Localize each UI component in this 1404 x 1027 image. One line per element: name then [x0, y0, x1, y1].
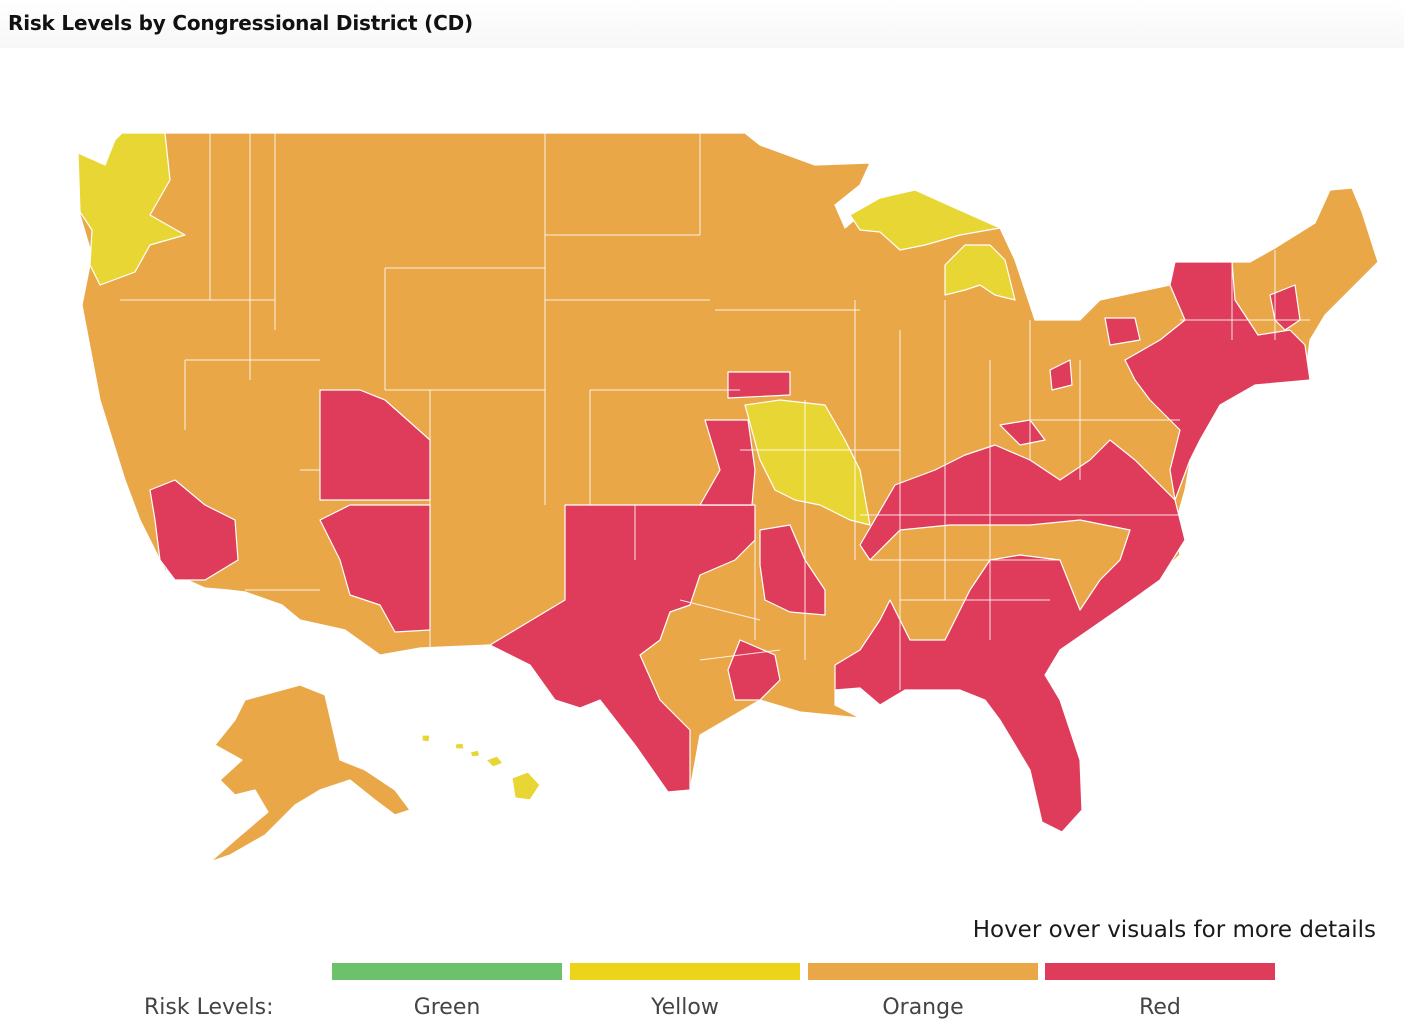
region-hawaii[interactable] — [421, 734, 541, 801]
region-red-texas-oklahoma[interactable] — [489, 504, 756, 793]
region-yellow-upper-michigan[interactable] — [849, 189, 1001, 251]
header-bar: Risk Levels by Congressional District (C… — [0, 0, 1404, 48]
legend-item-green[interactable]: Green — [332, 963, 562, 1023]
region-red-new-york-west[interactable] — [1104, 317, 1141, 346]
region-red-arkansas[interactable] — [759, 524, 826, 616]
region-red-new-england[interactable] — [1269, 284, 1301, 331]
legend-label-green: Green — [413, 995, 481, 1020]
legend-swatch-green — [332, 963, 562, 980]
legend-swatch-orange — [808, 963, 1038, 980]
region-red-ohio-valley[interactable] — [999, 419, 1046, 446]
legend-label-yellow: Yellow — [651, 995, 719, 1020]
region-yellow-midwest[interactable] — [744, 399, 871, 526]
legend-title: Risk Levels: — [144, 995, 274, 1020]
district-boundaries — [120, 133, 1310, 690]
region-red-southeast[interactable] — [834, 439, 1186, 833]
us-district-map[interactable] — [0, 48, 1404, 898]
legend-item-yellow[interactable]: Yellow — [570, 963, 800, 1023]
legend-item-red[interactable]: Red — [1045, 963, 1275, 1023]
region-red-nebraska-iowa[interactable] — [727, 371, 791, 399]
legend-swatch-red — [1045, 963, 1275, 980]
region-alaska[interactable] — [209, 684, 411, 863]
region-red-arizona[interactable] — [319, 504, 431, 633]
region-yellow-northwest[interactable] — [77, 132, 186, 286]
region-red-southern-california[interactable] — [149, 479, 239, 581]
legend-label-orange: Orange — [882, 995, 964, 1020]
region-yellow-michigan-east[interactable] — [944, 244, 1016, 301]
legend-item-orange[interactable]: Orange — [808, 963, 1038, 1023]
region-red-lake-erie[interactable] — [1049, 359, 1073, 391]
region-red-northeast[interactable] — [1124, 261, 1311, 501]
legend-label-red: Red — [1139, 995, 1181, 1020]
page-title: Risk Levels by Congressional District (C… — [8, 11, 473, 35]
legend-swatch-yellow — [570, 963, 800, 980]
region-red-kansas-missouri[interactable] — [699, 419, 756, 506]
hover-hint: Hover over visuals for more details — [972, 917, 1376, 943]
